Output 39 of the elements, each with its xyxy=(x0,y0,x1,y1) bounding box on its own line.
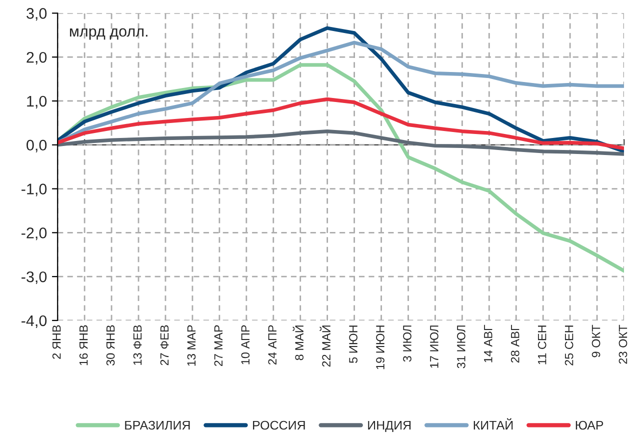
annotation: млрд долл. xyxy=(70,28,148,40)
y-tick-label: -1,0 xyxy=(22,184,47,196)
legend-label: ЮАР xyxy=(576,420,604,430)
x-tick-label: 27 ФЕВ xyxy=(160,325,169,366)
x-tick-label: 30 ЯНВ xyxy=(106,325,115,366)
x-tick-label: 9 ОКТ xyxy=(592,324,600,358)
legend-label: ИНДИЯ xyxy=(368,420,411,432)
x-tick-label: 25 СЕН xyxy=(564,326,574,366)
y-tick-label: -3,0 xyxy=(22,271,47,284)
x-tick-label: 19 ИЮН xyxy=(376,326,384,370)
x-tick-label: 22 МАЙ xyxy=(320,326,330,367)
x-tick-label: 14 АВГ xyxy=(484,324,492,362)
x-tick-label: 13 ФЕВ xyxy=(133,325,142,365)
line-series xyxy=(58,129,624,156)
y-tick-label: 3,0 xyxy=(26,8,47,21)
x-tick-label: 2 ЯНВ xyxy=(52,325,61,359)
y-tick-label: 1,0 xyxy=(27,96,47,108)
x-tick-label: 5 ИЮН xyxy=(349,326,358,363)
x-tick-label: 31 ИЮЛ xyxy=(456,326,466,368)
line-series xyxy=(58,97,624,150)
y-tick-label: 0,0 xyxy=(26,140,47,152)
legend-label: КИТАЙ xyxy=(474,418,513,430)
x-tick-label: 28 АВГ xyxy=(510,324,520,363)
legend-label: РОССИЯ xyxy=(253,420,305,430)
x-tick-label: 3 ИЮЛ xyxy=(403,326,412,362)
x-tick-label: 13 МАР xyxy=(187,325,196,366)
y-tick-label: 2,0 xyxy=(26,52,47,65)
x-tick-label: 17 ИЮЛ xyxy=(430,326,438,368)
x-tick-label: 11 СЕН xyxy=(538,326,546,364)
y-tick-label: -4,0 xyxy=(22,315,47,328)
x-tick-label: 24 АПР xyxy=(268,325,276,365)
x-tick-label: 8 МАЙ xyxy=(292,326,304,360)
legend-label: БРАЗИЛИЯ xyxy=(125,420,190,430)
x-tick-label: 16 ЯНВ xyxy=(79,325,88,366)
x-tick-label: 10 АПР xyxy=(241,325,250,364)
line-series xyxy=(58,26,624,154)
x-tick-label: 23 ОКТ xyxy=(618,324,628,364)
x-tick-label: 27 МАР xyxy=(214,325,222,366)
y-tick-label: -2,0 xyxy=(22,228,47,240)
